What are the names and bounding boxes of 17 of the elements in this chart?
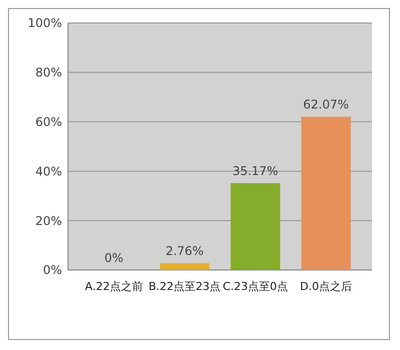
x-tick-label: B.22点至23点	[148, 280, 221, 293]
x-tick-label: C.23点至0点	[222, 280, 288, 293]
bar	[301, 116, 351, 270]
bar	[230, 183, 280, 270]
y-tick-label: 100%	[28, 16, 62, 30]
y-tick-label: 20%	[35, 214, 62, 228]
data-label: 35.17%	[232, 164, 278, 178]
bar	[160, 263, 210, 270]
y-tick-label: 0%	[42, 263, 62, 278]
y-tick-label: 60%	[35, 115, 62, 129]
y-tick-label: 40%	[35, 164, 62, 178]
data-label: 2.76%	[166, 244, 204, 258]
data-label: 62.07%	[303, 98, 349, 112]
x-tick-label: D.0点之后	[300, 280, 352, 293]
y-tick-label: 80%	[35, 66, 62, 80]
data-label: 0%	[104, 251, 124, 265]
x-tick-label: A.22点之前	[85, 280, 143, 293]
